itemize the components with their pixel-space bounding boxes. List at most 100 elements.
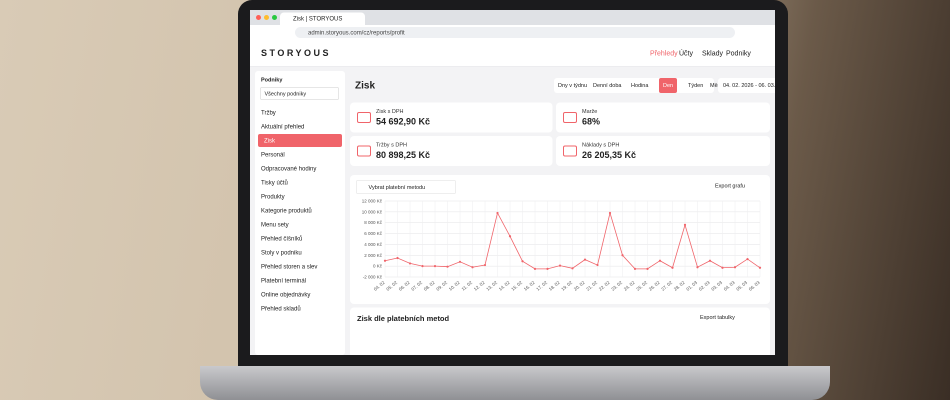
app-header: STORYOUS Přehledy Účty Sklady Podniky: [250, 40, 775, 67]
range-button[interactable]: Dny v týdnu: [558, 82, 588, 89]
sidebar-item[interactable]: Produkty: [261, 193, 285, 200]
data-point[interactable]: [658, 259, 662, 262]
x-tick-label: 28. 02: [673, 280, 686, 292]
sidebar-item[interactable]: Aktuální přehled: [261, 123, 305, 130]
sidebar-item[interactable]: Tržby: [261, 109, 276, 116]
data-point[interactable]: [446, 265, 449, 268]
data-point[interactable]: [471, 266, 474, 269]
data-point[interactable]: [421, 265, 424, 268]
screen: Zisk | STORYOUS admin.storyous.com/cz/re…: [250, 10, 775, 355]
export-chart[interactable]: Export grafu: [715, 183, 745, 189]
x-tick-label: 04. 02: [373, 280, 386, 292]
data-point[interactable]: [408, 262, 412, 265]
data-point[interactable]: [521, 260, 524, 263]
range-button[interactable]: Denní doba: [593, 82, 622, 89]
close-dot[interactable]: [256, 15, 261, 20]
data-point[interactable]: [683, 223, 687, 226]
x-tick-label: 05. 03: [735, 280, 748, 292]
nav-link[interactable]: Sklady: [702, 49, 724, 57]
range-button[interactable]: Hodina: [631, 82, 649, 89]
data-point[interactable]: [608, 211, 612, 215]
url[interactable]: admin.storyous.com/cz/reports/profit: [295, 27, 735, 38]
data-point[interactable]: [583, 258, 587, 261]
x-tick-label: 24. 02: [623, 280, 636, 292]
y-tick-label: 10 000 Kč: [362, 209, 383, 214]
sidebar-item[interactable]: Platební terminál: [261, 277, 307, 284]
kpi-label: Náklady s DPH: [582, 142, 620, 148]
data-point[interactable]: [746, 257, 749, 261]
data-point[interactable]: [708, 259, 712, 262]
sidebar-item[interactable]: Online objednávky: [261, 291, 311, 298]
table-card: Zisk dle platebních metod Export tabulky: [350, 307, 770, 355]
kpi-label: Tržby s DPH: [376, 142, 407, 148]
x-tick-label: 14. 02: [498, 280, 511, 292]
sidebar-item[interactable]: Přehled číšníků: [261, 235, 303, 242]
tab-bar: Zisk | STORYOUS: [250, 10, 775, 25]
data-point[interactable]: [646, 267, 649, 270]
x-tick-label: 06. 02: [398, 280, 411, 292]
logo[interactable]: STORYOUS: [261, 48, 332, 58]
range-button[interactable]: Den: [659, 78, 678, 93]
kpi-icon: [563, 112, 577, 123]
data-point[interactable]: [383, 259, 387, 262]
data-point[interactable]: [508, 235, 512, 238]
data-point[interactable]: [458, 260, 462, 263]
data-point[interactable]: [758, 266, 762, 269]
x-tick-label: 15. 02: [510, 280, 523, 292]
data-point[interactable]: [483, 263, 487, 267]
range-button[interactable]: Týden: [688, 82, 704, 89]
chart-card: Vybrat platební metodu Export grafu 12 0…: [350, 175, 770, 304]
venue-select[interactable]: Všechny podniky: [260, 87, 339, 100]
nav-link[interactable]: Přehledy: [650, 49, 678, 57]
data-point[interactable]: [571, 267, 574, 270]
y-tick-label: 4 000 Kč: [364, 242, 383, 247]
payment-filter[interactable]: Vybrat platební metodu: [356, 180, 456, 194]
export-table[interactable]: Export tabulky: [700, 314, 735, 321]
data-point[interactable]: [496, 211, 499, 215]
sidebar-item[interactable]: Zisk: [258, 134, 342, 147]
sidebar-item[interactable]: Přehled storen a slev: [261, 263, 318, 270]
x-tick-label: 25. 02: [635, 280, 648, 292]
data-point[interactable]: [558, 264, 562, 267]
sidebar-item[interactable]: Menu sety: [261, 221, 289, 228]
y-tick-label: 6 000 Kč: [364, 231, 383, 236]
sidebar-label: Podniky: [261, 77, 283, 83]
data-point[interactable]: [733, 266, 737, 269]
kpi-card: Marže 68%: [556, 102, 770, 133]
range-button[interactable]: Měsíc: [706, 78, 729, 93]
x-tick-label: 12. 02: [473, 280, 486, 292]
sidebar-item[interactable]: Přehled skladů: [261, 305, 301, 312]
data-point[interactable]: [546, 267, 549, 270]
x-tick-label: 10. 02: [448, 280, 461, 292]
data-point[interactable]: [596, 263, 599, 267]
x-tick-label: 02. 03: [698, 280, 711, 292]
x-tick-label: 07. 02: [410, 280, 423, 292]
max-dot[interactable]: [272, 15, 277, 20]
kpi-label: Marže: [582, 108, 598, 115]
sidebar-item[interactable]: Odpracované hodiny: [261, 165, 317, 172]
data-point[interactable]: [671, 266, 674, 269]
sidebar-item[interactable]: Personál: [261, 151, 285, 158]
kpi-card: Tržby s DPH 80 898,25 Kč: [350, 136, 553, 166]
data-point[interactable]: [533, 267, 537, 270]
data-point[interactable]: [621, 254, 624, 257]
x-tick-label: 23. 02: [610, 280, 623, 292]
min-dot[interactable]: [264, 15, 269, 20]
y-tick-label: 8 000 Kč: [364, 220, 383, 225]
data-point[interactable]: [396, 256, 399, 260]
sidebar-item[interactable]: Stoly v podniku: [261, 249, 302, 256]
data-point[interactable]: [721, 266, 724, 269]
kpi-value: 80 898,25 Kč: [376, 150, 431, 160]
nav-link[interactable]: Podniky: [726, 49, 751, 57]
date-range[interactable]: 04. 02. 2026 - 06. 03. 2026: [718, 78, 775, 93]
x-tick-label: 09. 02: [435, 280, 448, 292]
data-point[interactable]: [433, 265, 437, 268]
x-tick-label: 20. 02: [573, 280, 586, 292]
data-point[interactable]: [633, 267, 637, 270]
sidebar-item[interactable]: Tisky účtů: [261, 179, 288, 186]
nav-link[interactable]: Účty: [679, 49, 693, 57]
data-point[interactable]: [696, 266, 699, 269]
y-tick-label: 0 Kč: [373, 264, 383, 269]
sidebar-item[interactable]: Kategorie produktů: [261, 207, 312, 214]
browser-tab[interactable]: Zisk | STORYOUS: [280, 12, 365, 25]
